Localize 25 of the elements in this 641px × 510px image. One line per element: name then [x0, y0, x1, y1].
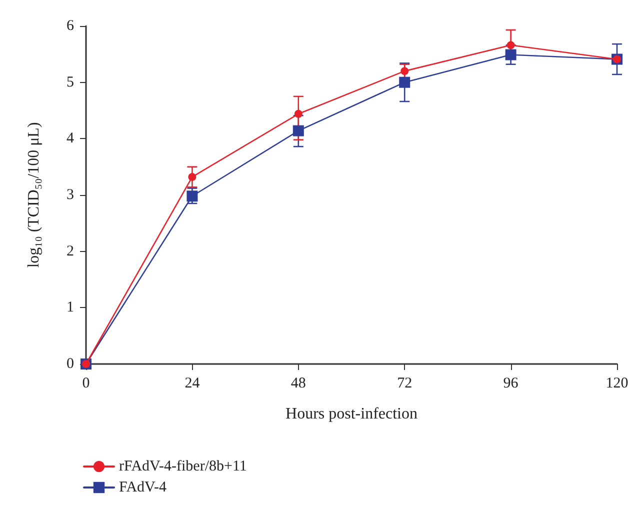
point	[294, 110, 302, 118]
y-tick-label: 1	[66, 300, 74, 316]
legend-label: FAdV-4	[119, 480, 168, 496]
point	[400, 67, 409, 76]
point	[292, 125, 304, 136]
y-tick-label: 3	[66, 187, 74, 203]
point	[399, 76, 410, 88]
y-tick-label: 4	[66, 130, 74, 147]
y-tick-label: 0	[66, 356, 74, 372]
x-tick-label: 72	[397, 376, 412, 392]
x-tick-label: 120	[606, 376, 628, 392]
y-tick-label: 5	[66, 74, 74, 90]
x-axis-title: Hours post-infection	[286, 406, 418, 422]
point	[186, 190, 198, 202]
point	[188, 172, 196, 181]
y-tick-label: 6	[66, 18, 74, 34]
legend-label: rFAdV-4-fiber/8b+11	[119, 458, 247, 474]
x-tick-label: 48	[290, 376, 306, 392]
y-tick-label: 2	[66, 243, 74, 260]
point	[505, 49, 516, 60]
y-axis-title: log₁₀ (TCID₅₀/100 μL)	[26, 122, 42, 268]
x-tick-label: 24	[184, 376, 200, 392]
point	[506, 41, 515, 50]
x-tick-label: 0	[82, 376, 90, 392]
x-tick-label: 96	[503, 376, 519, 392]
